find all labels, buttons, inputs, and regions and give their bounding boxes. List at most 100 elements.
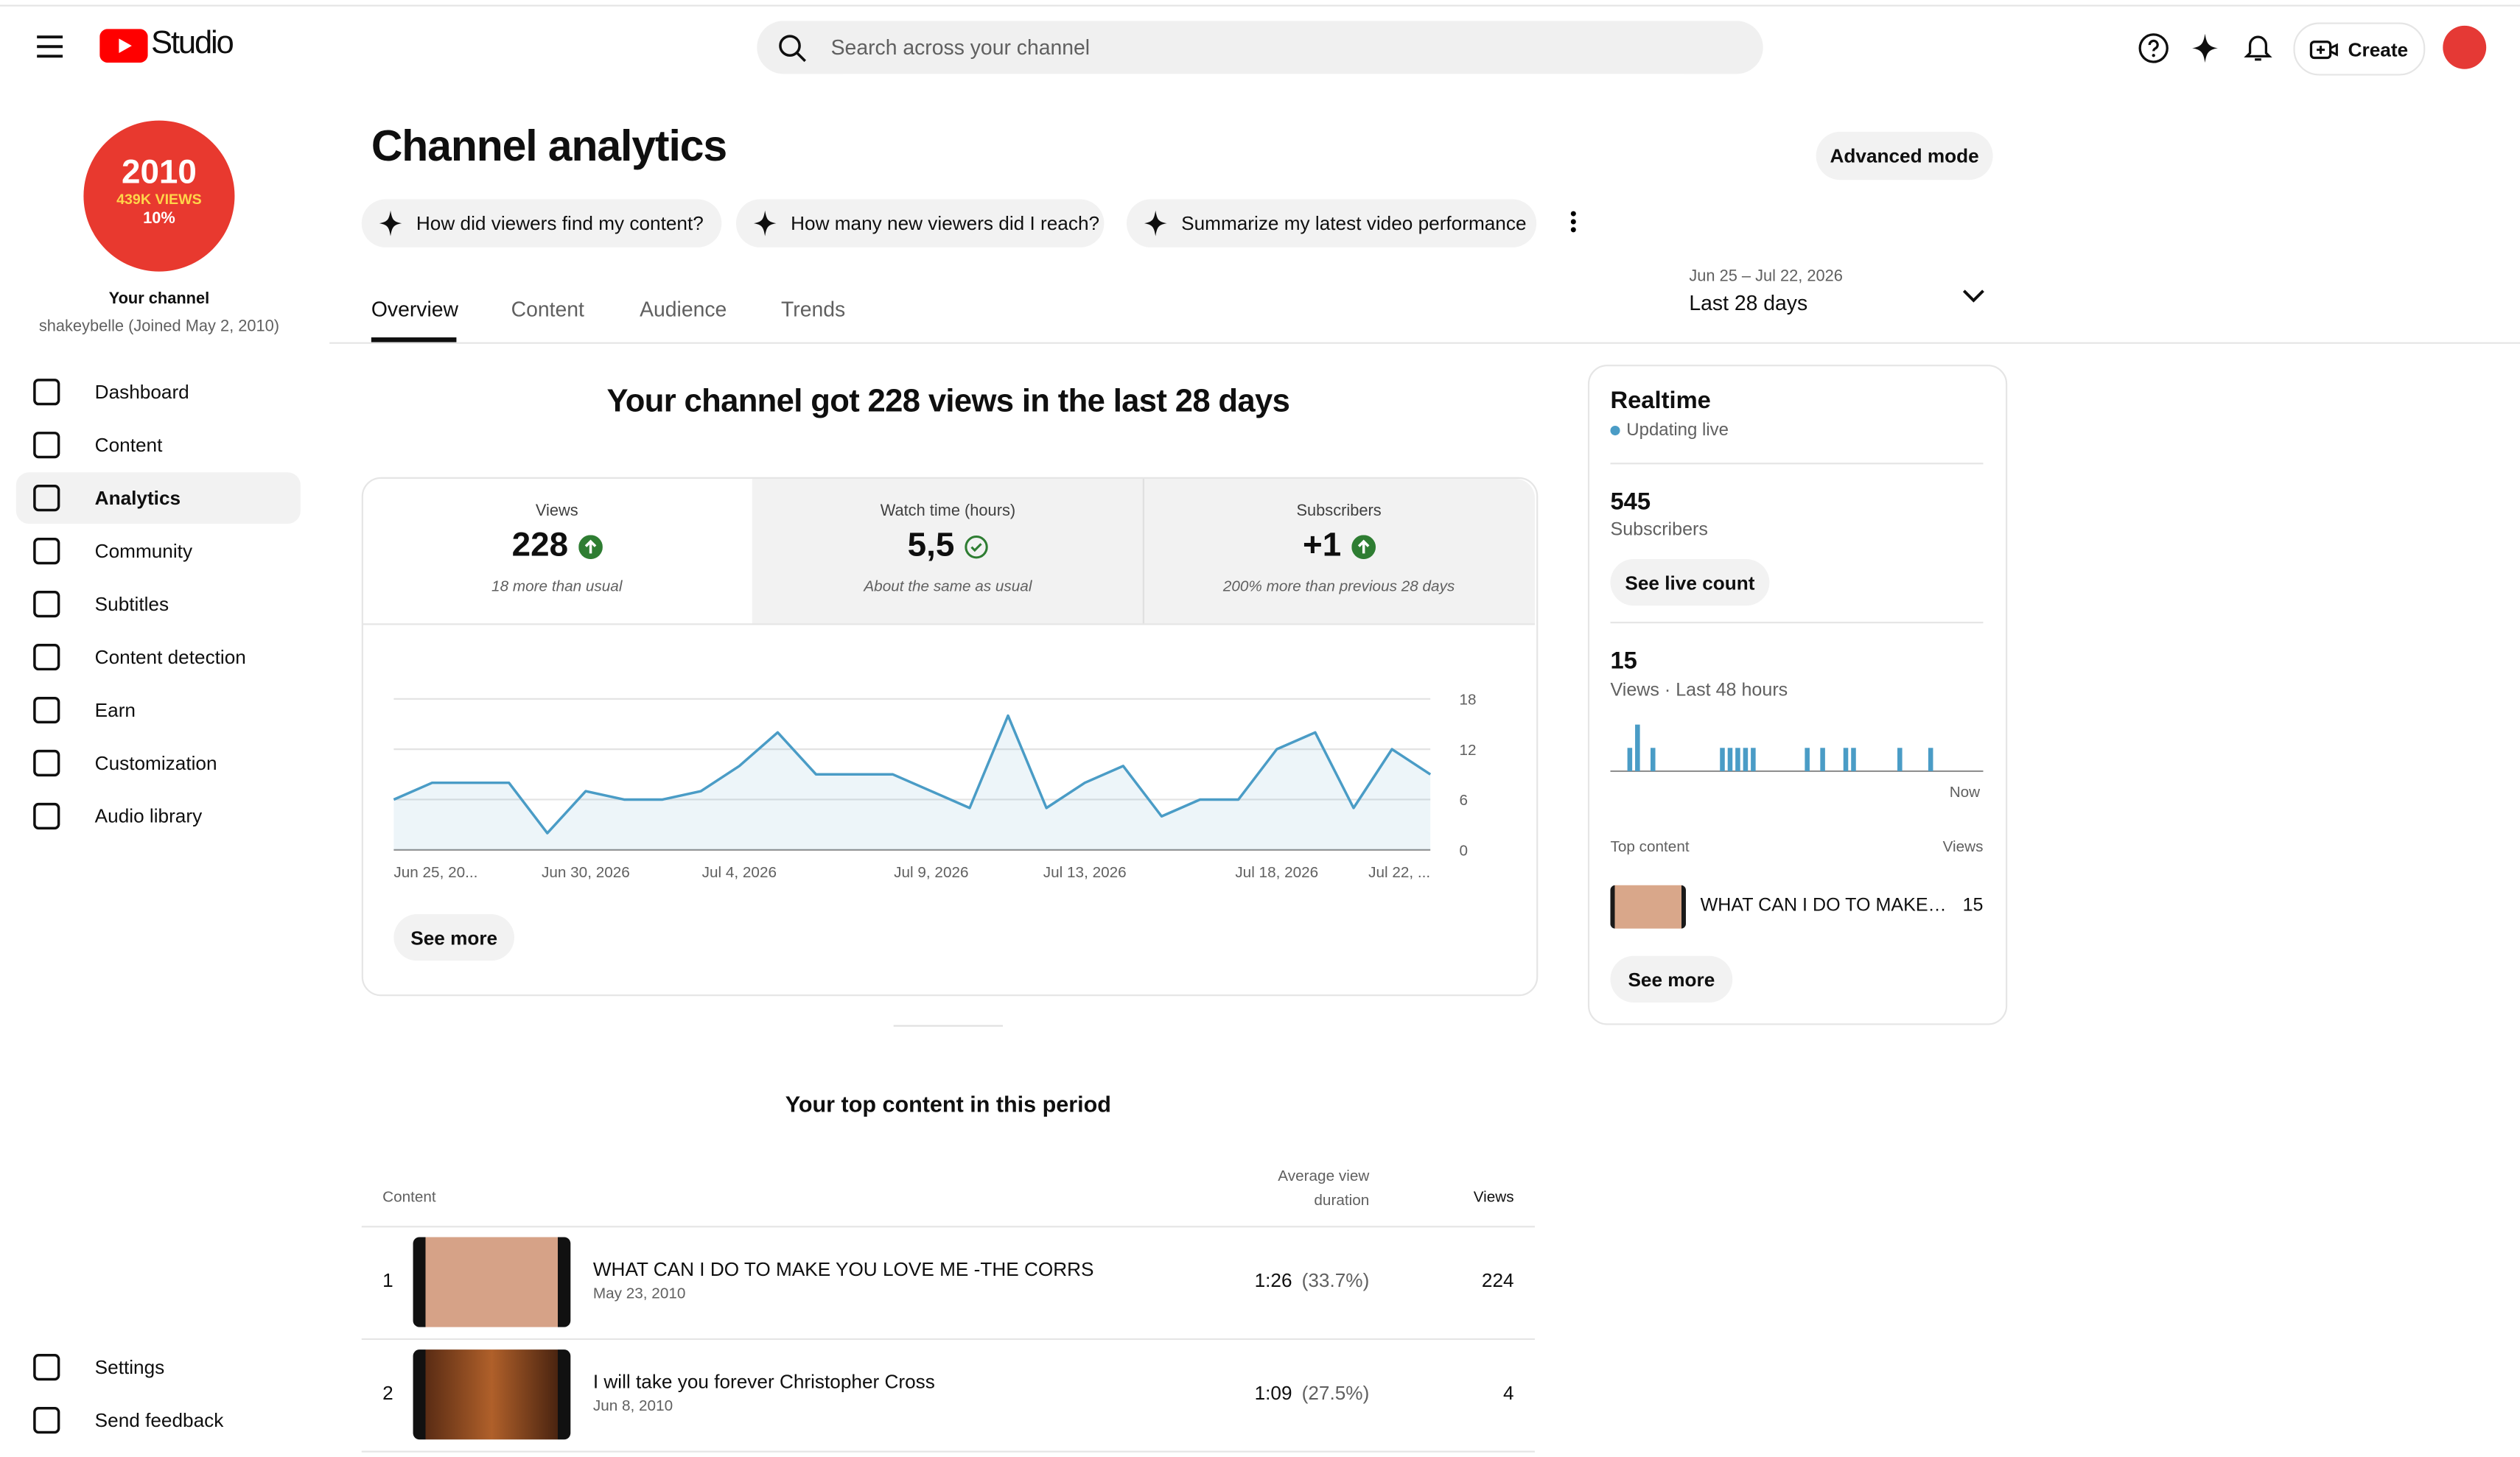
- date-period[interactable]: Last 28 days: [1689, 290, 1808, 315]
- date-dropdown[interactable]: [1962, 287, 1985, 303]
- content-column: Content: [382, 1189, 436, 1207]
- nav-label: Content detection: [94, 645, 246, 669]
- nav-item[interactable]: Community: [16, 525, 301, 577]
- nav-icon-shape: [33, 379, 60, 406]
- more-options[interactable]: [1567, 209, 1580, 235]
- subscriber-label: Subscribers: [1610, 520, 1708, 540]
- realtime-divider: [1610, 463, 1984, 465]
- nav-icon: [33, 802, 60, 830]
- prompt-label: How did viewers find my content?: [416, 211, 704, 235]
- nav-label: Send feedback: [94, 1408, 224, 1432]
- logo-text[interactable]: Studio: [151, 25, 234, 61]
- live-count-button[interactable]: See live count: [1610, 559, 1770, 606]
- realtime-see-more[interactable]: See more: [1610, 955, 1733, 1003]
- tab[interactable]: Audience: [640, 297, 727, 322]
- top-border: [0, 4, 2520, 7]
- sparkle: [1144, 210, 1167, 236]
- avatar-year: 2010: [121, 154, 197, 192]
- nav-label: Content: [94, 433, 163, 457]
- nav-item[interactable]: Subtitles: [16, 578, 301, 630]
- nav-item[interactable]: Settings: [16, 1341, 301, 1393]
- nav-icon-shape: [33, 802, 60, 830]
- prompt-chip[interactable]: How many new viewers did I reach?: [735, 199, 1105, 247]
- nav-item[interactable]: Audio library: [16, 790, 301, 842]
- metric-value-row: 228: [362, 527, 752, 565]
- create-button[interactable]: Create: [2293, 22, 2426, 76]
- nav-label: Subtitles: [94, 592, 169, 616]
- search-icon: [779, 35, 806, 63]
- duration-value: 1:26: [1254, 1269, 1292, 1292]
- prompt-label: How many new viewers did I reach?: [791, 211, 1100, 235]
- metric-note: 200% more than previous 28 days: [1222, 578, 1455, 597]
- channel-avatar[interactable]: 2010 439K VIEWS 10%: [83, 120, 235, 272]
- row-title[interactable]: I will take you forever Christopher Cros…: [592, 1370, 935, 1394]
- sparkle-icon: [753, 210, 777, 236]
- tab[interactable]: Overview: [371, 297, 459, 322]
- nav-icon: [33, 379, 60, 406]
- metrics-divider: [363, 623, 1535, 625]
- active-tab-indicator: [371, 337, 457, 343]
- nav-icon: [33, 749, 60, 777]
- row-thumbnail[interactable]: [413, 1349, 571, 1440]
- row-thumbnail[interactable]: [413, 1237, 571, 1327]
- nav-icon-shape: [33, 538, 60, 565]
- metric-note: About the same as usual: [864, 578, 1032, 597]
- row-views: 224: [1481, 1269, 1514, 1292]
- nav-icon-shape: [33, 749, 60, 777]
- see-more-button[interactable]: See more: [393, 914, 514, 961]
- up-icon: [1351, 534, 1376, 558]
- duration-percent: (33.7%): [1301, 1269, 1370, 1292]
- sparkle-icon[interactable]: [2191, 32, 2219, 65]
- row-title[interactable]: WHAT CAN I DO TO MAKE YOU LOVE ME -THE C…: [592, 1257, 1094, 1281]
- help-icon[interactable]: [2138, 32, 2170, 65]
- subscriber-count: 545: [1610, 488, 1651, 516]
- prompt-chip[interactable]: Summarize my latest video performance: [1126, 199, 1537, 247]
- metric-value: +1: [1303, 527, 1342, 564]
- menu-button[interactable]: [35, 34, 64, 60]
- nav-item[interactable]: Dashboard: [16, 366, 301, 418]
- sparkle-icon: [1144, 210, 1167, 236]
- nav-icon-shape: [33, 696, 60, 724]
- realtime-thumbnail[interactable]: [1610, 885, 1686, 929]
- realtime-views-label: Views · Last 48 hours: [1610, 681, 1788, 701]
- advanced-mode-button[interactable]: Advanced mode: [1816, 131, 1993, 180]
- nav-icon: [33, 538, 60, 565]
- nav-item[interactable]: Analytics: [15, 472, 301, 524]
- metric[interactable]: Subscribers +1 200% more than previous 28 …: [1144, 479, 1534, 623]
- up-icon: [578, 534, 602, 558]
- tab[interactable]: Content: [511, 297, 584, 322]
- same-icon: [965, 534, 988, 558]
- nav-item[interactable]: Content detection: [16, 631, 301, 683]
- nav-item[interactable]: Customization: [16, 737, 301, 789]
- nav-item[interactable]: Send feedback: [16, 1394, 301, 1446]
- search-box[interactable]: Search across your channel: [757, 21, 1763, 74]
- nav-label: Customization: [94, 751, 217, 775]
- notifications-icon[interactable]: [2244, 30, 2272, 63]
- prompt-chip[interactable]: How did viewers find my content?: [361, 199, 722, 247]
- metric-value-row: 5,5: [752, 527, 1143, 565]
- nav-icon-shape: [33, 485, 60, 512]
- now-label: Now: [1949, 784, 1981, 802]
- channel-label: Your channel: [108, 290, 210, 309]
- tab[interactable]: Trends: [781, 297, 846, 322]
- metric-note: 18 more than usual: [491, 578, 623, 597]
- overview-headline: Your channel got 228 views in the last 2…: [606, 384, 1290, 420]
- metric-value: 5,5: [907, 527, 955, 564]
- metric[interactable]: Watch time (hours) 5,5 About the same as u…: [752, 479, 1143, 623]
- nav-item[interactable]: Content: [16, 419, 301, 471]
- duration-value: 1:09: [1254, 1381, 1292, 1405]
- nav-icon: [33, 643, 60, 671]
- icon-circle: [965, 534, 988, 558]
- avatar-views: 439K VIEWS: [116, 191, 202, 208]
- metric-label: Views: [535, 502, 578, 521]
- duration-column: Average view duration: [1278, 1168, 1370, 1210]
- account-avatar[interactable]: [2443, 25, 2487, 69]
- realtime-top-title[interactable]: WHAT CAN I DO TO MAKE…: [1700, 896, 1947, 916]
- nav-label: Analytics: [94, 486, 181, 510]
- sparkle: [379, 210, 402, 236]
- nav-icon: [33, 485, 60, 512]
- top-content-title: Your top content in this period: [785, 1090, 1111, 1117]
- channel-sub: shakeybelle (Joined May 2, 2010): [38, 317, 280, 336]
- nav-item[interactable]: Earn: [16, 684, 301, 736]
- logo-icon[interactable]: [99, 29, 148, 63]
